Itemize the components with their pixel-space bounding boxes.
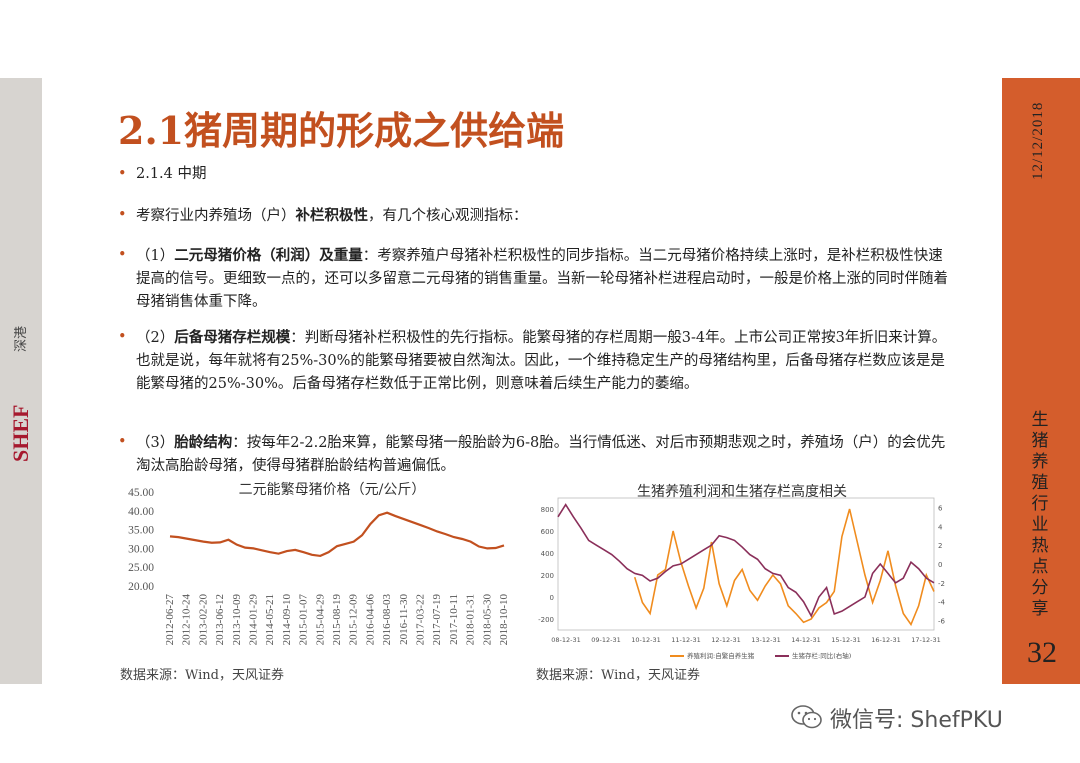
chart1-xtick-label: 2016-11-30 (398, 594, 410, 645)
chart1-xtick-label: 2014-01-29 (248, 594, 260, 646)
chart2-ytick-right: 4 (938, 523, 943, 531)
bullet-bold: 后备母猪存栏规模 (174, 329, 291, 346)
chart1-xtick-label: 2013-10-09 (231, 594, 243, 646)
chart2-title: 生猪养殖利润和生猪存栏高度相关 (637, 483, 847, 500)
chart1-xtick-label: 2016-04-06 (364, 594, 376, 646)
bullet-label: （1） (136, 248, 175, 264)
chart1-xtick-label: 2015-01-07 (298, 594, 310, 646)
page-number: 32 (1027, 636, 1057, 669)
chart2-xtick-label: 09-12-31 (591, 636, 621, 644)
sow-price-chart: 二元能繁母猪价格（元/公斤） 45.00 40.00 35.00 30.00 25.00 2… (128, 482, 510, 646)
chart1-xtick-label: 2017-10-11 (448, 594, 460, 645)
bullet-dot-icon: • (118, 329, 127, 345)
chart2-xtick-label: 08-12-31 (551, 636, 581, 644)
watermark: 微信号: ShefPKU (830, 708, 1003, 733)
chart2-xtick-label: 14-12-31 (791, 636, 821, 644)
chart2-ytick-left: -200 (538, 616, 554, 624)
bullet-text: ：考察养殖户母猪补栏积极性的同步指标。当二元母猪价格持续上涨时，是补栏积极性快速… (136, 248, 948, 310)
chart1-xtick-label: 2012-10-24 (181, 594, 193, 646)
chart2-ytick-right: -4 (938, 599, 946, 607)
bullet-text: 2.1.4 中期 (136, 166, 207, 182)
wechat-icon (791, 705, 822, 729)
bullet-dot-icon: • (118, 247, 127, 263)
chart1-source: 数据来源：Wind，天风证券 (120, 668, 284, 683)
chart1-xtick-label: 2015-04-29 (314, 594, 326, 646)
chart2-xtick-label: 16-12-31 (871, 636, 901, 644)
bullet-label: （3） (136, 435, 175, 451)
chart1-xtick-label: 2014-09-10 (281, 594, 293, 646)
chart1-title: 二元能繁母猪价格（元/公斤） (239, 482, 426, 498)
chart1-xtick-label: 2013-06-12 (214, 594, 226, 645)
chart1-xtick-label: 2014-05-21 (264, 594, 276, 645)
chart1-xtick-label: 2018-10-10 (498, 594, 510, 646)
chart2-source: 数据来源：Wind，天风证券 (536, 668, 700, 683)
chart1-xtick-label: 2017-07-19 (431, 594, 443, 646)
chart2-plot-frame (557, 497, 935, 631)
chart2-ytick-right: -2 (938, 580, 945, 588)
bullet-bold: 胎龄结构 (174, 434, 233, 451)
chart2-xtick-label: 11-12-31 (671, 636, 701, 644)
chart1-xtick-label: 2012-06-27 (164, 594, 176, 646)
chart2-series-line-1 (633, 508, 935, 627)
chart2-ytick-left: 0 (550, 594, 554, 602)
bullet-text: ，有几个核心观测指标： (368, 208, 528, 224)
chart1-ytick-label: 25.00 (128, 562, 154, 574)
chart2-xtick-label: 15-12-31 (831, 636, 861, 644)
chart2-series-line-2 (557, 503, 935, 618)
chart2-ytick-left: 400 (541, 550, 554, 558)
chart1-ytick-label: 35.00 (128, 525, 154, 537)
logo: SHEF (8, 404, 33, 462)
chart2-legend-label: 生猪存栏:同比(右轴) (792, 651, 851, 660)
bullet-bold: 二元母猪价格（利润）及重量 (174, 247, 363, 264)
left-sidebar (0, 78, 42, 684)
slide-date: 12/12/2018 (1030, 101, 1046, 180)
chart2-ytick-right: 6 (938, 504, 943, 512)
bullet-text: ：判断母猪补栏积极性的先行指标。能繁母猪的存栏周期一般3-4年。上市公司正常按3… (136, 330, 947, 392)
bullet-label: 考察行业内养殖场（户） (136, 208, 296, 224)
chart1-xtick-label: 2018-01-31 (465, 594, 477, 645)
bullet-text: ：按每年2-2.2胎来算，能繁母猪一般胎龄为6-8胎。当行情低迷、对后市预期悲观… (136, 435, 946, 474)
chart1-ytick-label: 40.00 (128, 506, 154, 518)
chart2-xtick-label: 17-12-31 (911, 636, 941, 644)
bullet-dot-icon: • (118, 434, 127, 450)
chart2-legend-label: 养殖利润:自繁自养生猪 (687, 651, 755, 660)
chart2-ytick-left: 200 (541, 572, 554, 580)
right-sidebar (1002, 78, 1080, 684)
side-title: 生猪养殖行业热点分享 (1031, 410, 1049, 619)
chart2-ytick-left: 800 (541, 506, 554, 514)
chart2-xtick-label: 12-12-31 (711, 636, 741, 644)
chart1-xtick-label: 2015-08-19 (331, 594, 343, 646)
chart1-ytick-label: 30.00 (128, 543, 154, 555)
logo-cn: 深港 (14, 325, 29, 352)
chart2-ytick-right: 2 (938, 542, 942, 550)
profit-inventory-chart: 生猪养殖利润和生猪存栏高度相关 800 600 400 200 0 -200 6 4 2 0 -2 -4… (538, 483, 946, 660)
bullet-heading: • 2.1.4 中期 (118, 163, 948, 186)
bullet-reserve-sow: • （2）后备母猪存栏规模：判断母猪补栏积极性的先行指标。能繁母猪的存栏周期一般… (118, 326, 948, 396)
chart1-xtick-label: 2013-02-20 (197, 594, 209, 646)
chart1-ytick-label: 45.00 (128, 487, 154, 499)
bullet-dot-icon: • (118, 166, 127, 182)
chart1-xtick-label: 2017-03-22 (415, 594, 427, 645)
chart1-xtick-label: 2015-12-09 (348, 594, 360, 646)
chart2-xtick-label: 13-12-31 (751, 636, 781, 644)
bullet-label: （2） (136, 330, 175, 346)
chart1-series-line (169, 511, 505, 558)
chart2-ytick-right: 0 (938, 561, 942, 569)
slide-title: 2.1猪周期的形成之供给端 (118, 108, 565, 153)
bullet-bold: 补栏积极性 (295, 207, 369, 224)
chart1-ytick-label: 20.00 (128, 581, 154, 593)
bullet-sow-price: • （1）二元母猪价格（利润）及重量：考察养殖户母猪补栏积极性的同步指标。当二元… (118, 244, 948, 314)
chart1-xtick-label: 2016-08-03 (381, 594, 393, 646)
bullet-parity: • （3）胎龄结构：按每年2-2.2胎来算，能繁母猪一般胎龄为6-8胎。当行情低… (118, 431, 948, 478)
chart2-xtick-label: 10-12-31 (631, 636, 661, 644)
chart2-ytick-left: 600 (541, 528, 554, 536)
bullet-intro: • 考察行业内养殖场（户）补栏积极性，有几个核心观测指标： (118, 204, 948, 228)
chart2-ytick-right: -6 (938, 618, 946, 626)
chart1-xtick-label: 2018-05-30 (481, 594, 493, 646)
bullet-dot-icon: • (118, 207, 127, 223)
